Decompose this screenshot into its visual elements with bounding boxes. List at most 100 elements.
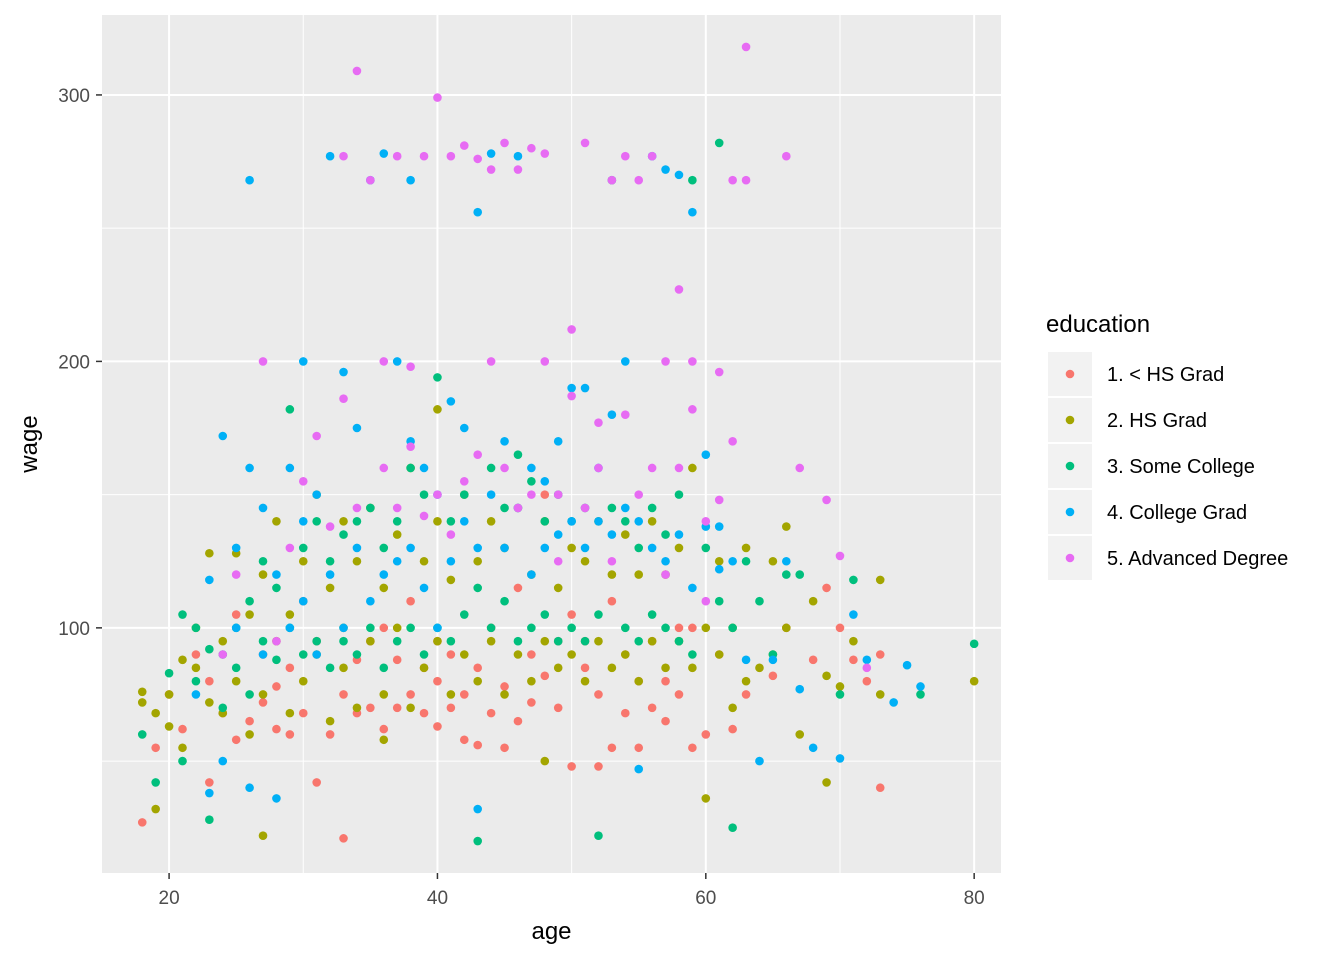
data-point <box>352 703 362 713</box>
data-point <box>486 516 496 526</box>
data-point <box>728 823 737 833</box>
data-point <box>594 418 603 427</box>
data-point <box>245 690 254 699</box>
data-point <box>674 490 684 499</box>
data-point <box>553 663 563 673</box>
data-point <box>164 690 174 699</box>
data-point <box>634 764 644 774</box>
data-point <box>875 690 885 699</box>
data-point <box>392 655 402 665</box>
data-point <box>392 703 402 713</box>
series-1-points <box>137 490 885 843</box>
data-point <box>701 516 711 526</box>
data-point <box>513 716 523 726</box>
data-point <box>688 650 697 659</box>
data-point <box>567 383 576 393</box>
data-point <box>647 151 657 161</box>
data-point <box>258 690 268 699</box>
data-point <box>741 543 751 553</box>
data-point <box>808 596 818 606</box>
data-point <box>647 516 657 526</box>
data-point <box>392 530 402 539</box>
data-point <box>459 650 469 659</box>
data-point <box>339 367 348 377</box>
data-point <box>527 490 536 499</box>
data-point <box>473 583 483 593</box>
data-point <box>688 583 697 593</box>
data-point <box>178 756 187 766</box>
data-point <box>849 610 858 619</box>
data-point <box>875 575 885 585</box>
data-point <box>862 676 872 686</box>
data-point <box>178 610 187 619</box>
data-point <box>205 676 214 686</box>
data-point <box>164 722 174 731</box>
data-point <box>661 716 670 726</box>
data-point <box>607 596 617 606</box>
data-point <box>567 391 576 401</box>
data-point <box>553 583 563 593</box>
data-point <box>567 516 576 526</box>
data-point <box>419 650 429 659</box>
data-point <box>459 610 469 619</box>
data-point <box>688 743 697 753</box>
data-point <box>674 285 684 294</box>
data-point <box>513 636 523 646</box>
data-point <box>620 650 630 659</box>
data-point <box>473 804 483 814</box>
data-point <box>366 636 375 646</box>
data-point <box>661 623 670 633</box>
data-point <box>245 610 254 619</box>
data-point <box>795 570 805 579</box>
data-point <box>580 138 590 148</box>
data-point <box>500 138 509 148</box>
data-point <box>688 463 697 473</box>
data-point <box>620 410 630 419</box>
data-point <box>607 530 617 539</box>
data-point <box>178 724 187 734</box>
data-point <box>567 762 576 771</box>
data-point <box>513 503 523 513</box>
data-point <box>392 623 402 633</box>
data-point <box>701 623 711 633</box>
data-point <box>661 165 670 174</box>
data-point <box>808 655 818 665</box>
y-tick-label: 200 <box>58 352 90 373</box>
data-point <box>540 357 550 366</box>
x-tick-label: 80 <box>964 888 985 909</box>
data-point <box>285 543 295 553</box>
data-point <box>540 756 550 766</box>
data-point <box>339 516 348 526</box>
data-point <box>674 543 684 553</box>
data-point <box>607 556 617 566</box>
data-point <box>486 463 496 473</box>
data-point <box>406 690 415 699</box>
data-point <box>513 650 523 659</box>
data-point <box>714 596 724 606</box>
data-point <box>298 556 308 566</box>
data-point <box>902 660 912 670</box>
data-point <box>647 703 657 713</box>
data-point <box>272 516 281 526</box>
data-point <box>527 650 536 659</box>
data-point <box>567 650 576 659</box>
data-point <box>741 655 751 665</box>
data-point <box>433 722 442 731</box>
data-point <box>433 676 442 686</box>
series-5-points <box>218 42 872 673</box>
data-point <box>728 556 737 566</box>
legend-item: 1. < HS Grad <box>1048 352 1224 396</box>
data-point <box>231 543 241 553</box>
data-point <box>822 671 831 681</box>
data-point <box>969 639 979 649</box>
data-point <box>835 623 845 633</box>
data-point <box>755 663 764 673</box>
data-point <box>205 788 214 798</box>
data-point <box>607 743 617 753</box>
legend-key-point <box>1065 553 1075 563</box>
data-point <box>325 716 335 726</box>
data-point <box>325 663 335 673</box>
data-point <box>540 543 550 553</box>
data-point <box>419 663 429 673</box>
data-point <box>849 636 858 646</box>
